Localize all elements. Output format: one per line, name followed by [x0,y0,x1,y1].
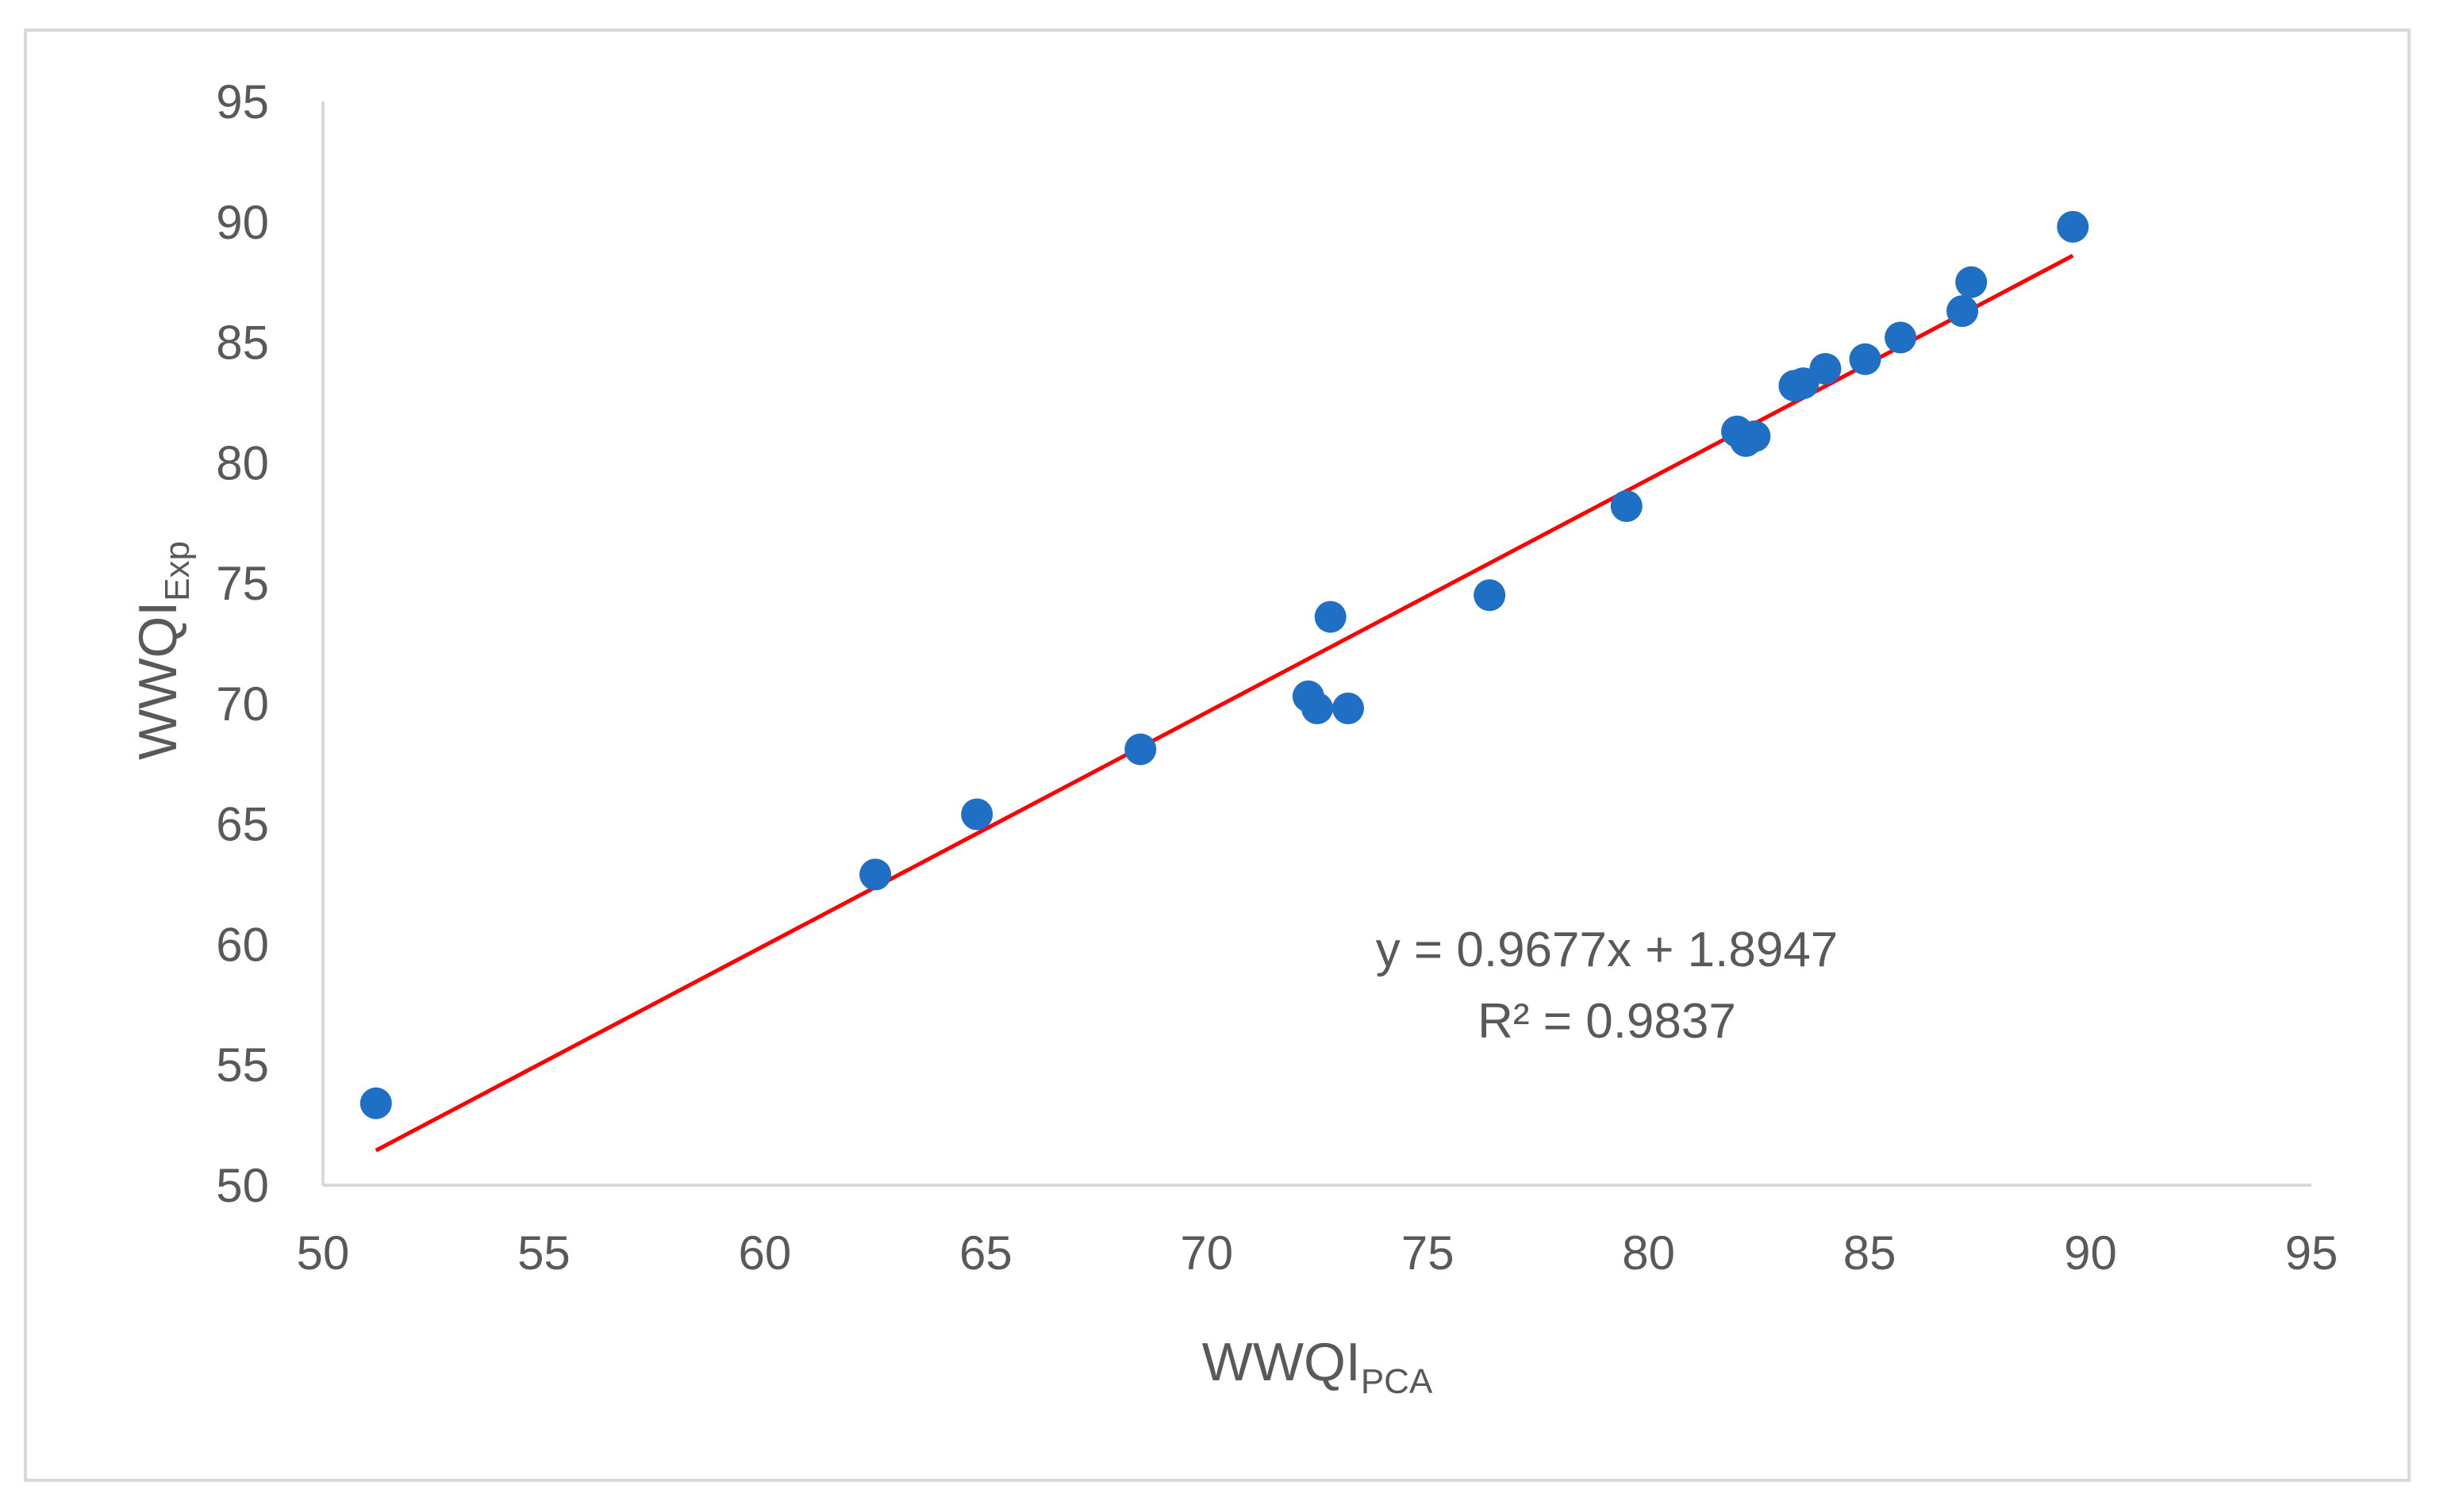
data-point [1124,733,1157,766]
x-tick-label: 80 [1622,1226,1675,1280]
x-axis-title: WWQIPCA [1202,1332,1433,1401]
data-point [1809,352,1842,385]
x-tick-labels: 50 55 60 65 70 75 80 85 90 95 [297,1226,2338,1280]
y-tick-label: 80 [216,436,269,489]
data-point [2057,210,2089,243]
y-tick-label: 70 [216,677,269,731]
x-tick-label: 50 [297,1226,350,1280]
axes [321,102,2311,1187]
trendline [375,254,2074,1153]
data-point [1331,692,1364,724]
y-axis-title-sub: Exp [158,541,197,601]
data-point [1946,295,1979,328]
y-tick-label: 85 [216,317,269,370]
data-point [961,798,993,831]
y-tick-labels: 50 55 60 65 70 75 80 85 90 95 [216,75,269,1212]
data-point [1955,266,1988,298]
r-squared-label: R² = 0.9837 [1477,994,1736,1049]
data-points [359,210,2089,1119]
data-point [1885,321,1917,354]
data-point [1474,579,1506,612]
y-tick-label: 65 [216,798,269,851]
trendline-group [375,254,2074,1153]
chart-frame [24,29,2411,1482]
x-tick-label: 65 [959,1226,1013,1280]
data-point [1301,692,1333,724]
x-tick-label: 75 [1401,1226,1454,1280]
x-tick-label: 90 [2064,1226,2117,1280]
y-tick-label: 75 [216,557,269,610]
y-tick-label: 90 [216,196,269,249]
y-tick-label: 55 [216,1038,269,1092]
data-point [1739,420,1771,452]
trendline-equation: y = 0.9677x + 1.8947 [1376,923,1839,977]
y-axis-title: WWQIExp [128,541,197,760]
data-point [359,1087,392,1119]
x-tick-label: 60 [739,1226,792,1280]
x-tick-label: 55 [517,1226,571,1280]
y-tick-label: 60 [216,918,269,971]
y-tick-label: 50 [216,1159,269,1212]
data-point [1314,601,1347,633]
x-axis-title-sub: PCA [1361,1362,1433,1401]
x-tick-label: 70 [1180,1226,1233,1280]
y-tick-label: 95 [216,75,269,129]
data-point [1610,489,1643,522]
x-tick-label: 95 [2285,1226,2338,1280]
data-point [1849,343,1881,375]
y-axis-title-main: WWQI [128,601,188,760]
x-tick-label: 85 [1843,1226,1896,1280]
data-point [859,858,892,891]
x-axis-title-main: WWQI [1202,1332,1361,1392]
